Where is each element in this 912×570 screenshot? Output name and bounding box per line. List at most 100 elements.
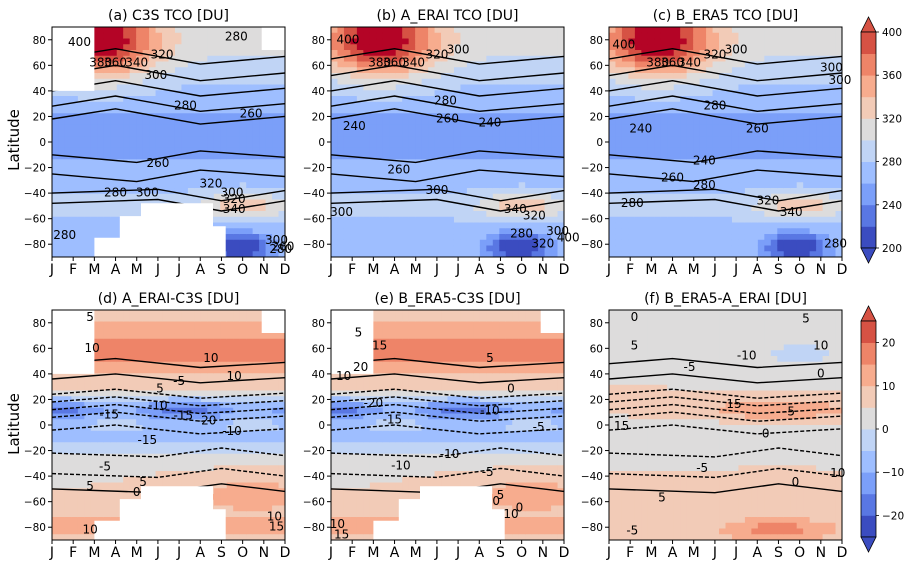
contour-label: -5 bbox=[783, 405, 795, 419]
xtick-label: N bbox=[259, 262, 269, 278]
contour-label: -10 bbox=[480, 403, 500, 417]
xtick-label: J bbox=[434, 262, 439, 278]
contour-labels: 4003803603403203002802602402402602803203… bbox=[612, 37, 851, 250]
contour-label: 280 bbox=[510, 227, 533, 241]
ytick-label: −40 bbox=[581, 188, 603, 200]
contour-label: 260 bbox=[746, 122, 769, 136]
colorbar-diff: 20 10 0 −10 −20 bbox=[860, 305, 904, 553]
contour-label: 0 bbox=[792, 475, 800, 489]
contour-label: 340 bbox=[504, 202, 527, 216]
contour-label: 340 bbox=[125, 55, 148, 69]
ytick-label: −40 bbox=[24, 188, 46, 200]
contour-line bbox=[609, 396, 842, 407]
field bbox=[609, 310, 842, 540]
ytick-label: −20 bbox=[303, 163, 325, 175]
ytick-label: 20 bbox=[33, 394, 46, 406]
contour-label: 15 bbox=[614, 419, 629, 433]
contour-label: 280 bbox=[824, 237, 847, 251]
contour-label: 5 bbox=[658, 490, 666, 504]
contour-label: 320 bbox=[523, 209, 546, 223]
colorbar-tick-label: 0 bbox=[882, 424, 889, 436]
contour-label: 10 bbox=[330, 517, 345, 531]
contour-label: 340 bbox=[780, 205, 803, 219]
contour-label: 280 bbox=[621, 196, 644, 210]
colorbar-segment bbox=[861, 407, 876, 430]
contour-line bbox=[609, 447, 842, 458]
xtick-label: A bbox=[474, 262, 484, 278]
colorbar-tick-label: 240 bbox=[882, 200, 902, 212]
contour-label: 280 bbox=[269, 242, 292, 256]
ytick-label: 40 bbox=[590, 86, 603, 98]
xtick-label: A bbox=[752, 545, 762, 561]
contour-line bbox=[52, 388, 285, 399]
contour-line bbox=[609, 411, 842, 422]
xtick-label: S bbox=[774, 545, 783, 561]
contour-label: 10 bbox=[336, 369, 351, 383]
xtick-label: J bbox=[328, 545, 333, 561]
xtick-label: J bbox=[606, 545, 611, 561]
ytick-label: −60 bbox=[303, 497, 325, 509]
contour-label: 0 bbox=[492, 494, 500, 508]
ytick-label: −40 bbox=[303, 188, 325, 200]
contour-label: 300 bbox=[265, 233, 288, 247]
xtick-label: D bbox=[837, 262, 848, 278]
contour-line bbox=[52, 150, 285, 164]
contour-label: 5 bbox=[86, 479, 94, 493]
colorbar-segment bbox=[861, 140, 876, 162]
contour-label: -15 bbox=[137, 433, 157, 447]
xtick-label: D bbox=[837, 545, 848, 561]
contour-label: -20 bbox=[364, 396, 384, 410]
colorbar-tick-label: 200 bbox=[882, 243, 902, 255]
contour-line bbox=[609, 373, 842, 384]
contour-line bbox=[609, 169, 842, 183]
contour-label: -10 bbox=[737, 349, 757, 363]
ytick-label: 40 bbox=[33, 369, 46, 381]
contour-label: -10 bbox=[222, 424, 242, 438]
ytick-label: 0 bbox=[318, 420, 325, 432]
contour-label: 0 bbox=[631, 310, 639, 324]
panel-title: (f) B_ERA5-A_ERAI [DU] bbox=[644, 291, 807, 307]
xtick-label: M bbox=[88, 545, 100, 561]
colorbars: 400 360 320 280 240 200 20 10 0 −10 −20 bbox=[860, 16, 904, 553]
ytick-label: 80 bbox=[590, 35, 603, 47]
colorbar-segment bbox=[861, 342, 876, 365]
contour-label: 10 bbox=[813, 338, 828, 352]
ytick-label: −80 bbox=[303, 239, 325, 251]
xtick-label: O bbox=[516, 262, 527, 278]
ytick-label: 40 bbox=[590, 369, 603, 381]
contour-line bbox=[331, 188, 564, 202]
contour-line bbox=[609, 483, 842, 494]
colorbar-extend-max bbox=[860, 16, 877, 33]
contour-label: 240 bbox=[478, 115, 501, 129]
xtick-label: J bbox=[155, 262, 160, 278]
contour-label: 320 bbox=[756, 193, 779, 207]
xtick-label: J bbox=[712, 262, 717, 278]
ytick-label: 60 bbox=[312, 60, 325, 72]
contour-label: -5 bbox=[482, 465, 494, 479]
contour-label: -5 bbox=[533, 420, 545, 434]
xtick-label: S bbox=[774, 262, 783, 278]
xtick-label: N bbox=[259, 545, 269, 561]
xtick-label: S bbox=[217, 262, 226, 278]
contour-label: 400 bbox=[557, 230, 580, 244]
colorbar-abs: 400 360 320 280 240 200 bbox=[860, 16, 902, 264]
xtick-label: O bbox=[794, 262, 805, 278]
contour-line bbox=[609, 424, 842, 435]
contour-line bbox=[609, 64, 842, 82]
colorbar-extend-max bbox=[860, 305, 877, 322]
contour-line bbox=[609, 79, 842, 97]
contour-line bbox=[609, 95, 842, 113]
contour-label: 10 bbox=[203, 351, 218, 365]
colorbar-tick-label: −10 bbox=[882, 467, 904, 479]
contour-label: 15 bbox=[269, 520, 284, 534]
xtick-label: A bbox=[111, 545, 121, 561]
contour-label: -10 bbox=[440, 447, 460, 461]
panel-title: (e) B_ERA5-C3S [DU] bbox=[374, 291, 520, 307]
contour-label: 260 bbox=[436, 112, 459, 126]
contour-label: 300 bbox=[820, 60, 843, 74]
xtick-label: F bbox=[626, 545, 634, 561]
contour-label: 0 bbox=[133, 485, 141, 499]
ytick-label: 60 bbox=[33, 60, 46, 72]
xtick-label: F bbox=[69, 262, 77, 278]
